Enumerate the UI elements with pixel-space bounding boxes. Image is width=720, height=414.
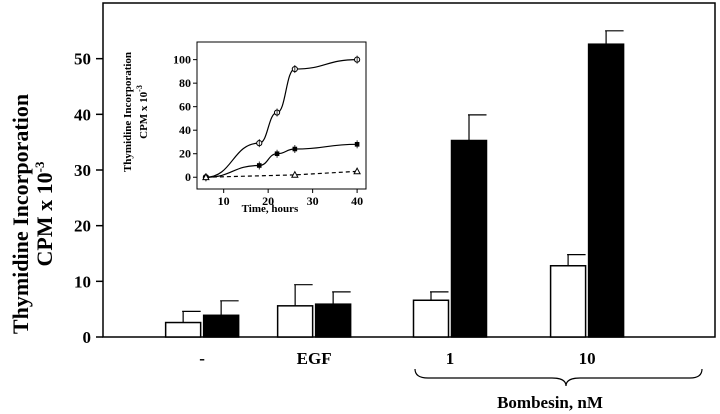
main-ylabel-line1: Thymidine Incorporation — [8, 94, 33, 334]
inset-y-tick-label: 60 — [179, 100, 191, 114]
inset-xlabel: Time, hours — [242, 203, 299, 215]
main-y-tick-label: 50 — [74, 50, 91, 69]
bar-open — [164, 321, 202, 338]
inset-markers — [202, 55, 361, 182]
inset-x-tick-label: 40 — [351, 194, 363, 208]
bar-filled — [450, 139, 488, 338]
category-label: EGF — [297, 349, 332, 368]
bar-filled — [202, 314, 240, 338]
category-label: 1 — [446, 349, 455, 368]
inset-series-line — [205, 170, 358, 178]
inset-y-tick-label: 100 — [173, 53, 191, 67]
main-category-labels: - EGF 1 10 — [199, 349, 595, 368]
bar-open — [276, 305, 314, 338]
bar-open — [549, 264, 587, 338]
inset-x-tick-label: 20 — [262, 194, 274, 208]
inset-y-tick-label: 0 — [185, 170, 191, 184]
inset-marker-open-triangle — [353, 167, 361, 175]
bar-filled — [587, 43, 625, 338]
category-label: - — [199, 349, 205, 368]
bombesin-bracket — [414, 368, 703, 387]
main-y-tick-label: 20 — [74, 217, 91, 236]
inset-y-tick-label: 80 — [179, 76, 191, 90]
inset-ylabel-line1: Thymidine Incorporation — [122, 52, 134, 172]
main-y-tick-label: 0 — [83, 328, 92, 347]
main-ylabel-line2: CPM x 10-3 — [32, 161, 57, 266]
inset-marker-open-triangle — [202, 172, 210, 181]
main-y-tick-label: 40 — [74, 105, 91, 124]
inset-line-chart: 0 20 40 60 80 100 10 20 30 40 Thymidine Incorpora… — [122, 41, 367, 215]
main-bars — [164, 30, 625, 338]
inset-ylabel-line2: CPM x 10-3 — [135, 85, 150, 139]
main-y-axis: 0 10 20 30 40 50 — [74, 50, 103, 347]
inset-x-tick-label: 30 — [307, 194, 319, 208]
inset-y-tick-label: 40 — [179, 123, 191, 137]
inset-marker-open-triangle — [291, 170, 299, 178]
bombesin-caption: Bombesin, nM — [497, 393, 603, 412]
main-ylabel-exponent: -3 — [32, 161, 47, 172]
category-label: 10 — [579, 349, 596, 368]
inset-y-tick-label: 20 — [179, 147, 191, 161]
main-y-tick-label: 30 — [74, 161, 91, 180]
inset-axes: 0 20 40 60 80 100 10 20 30 40 — [173, 53, 363, 208]
inset-ylabel-exponent: -3 — [135, 85, 144, 92]
inset-x-tick-label: 10 — [218, 194, 230, 208]
main-y-tick-label: 10 — [74, 272, 91, 291]
inset-frame — [196, 41, 367, 190]
bar-open — [412, 299, 450, 338]
bar-filled — [314, 303, 352, 338]
